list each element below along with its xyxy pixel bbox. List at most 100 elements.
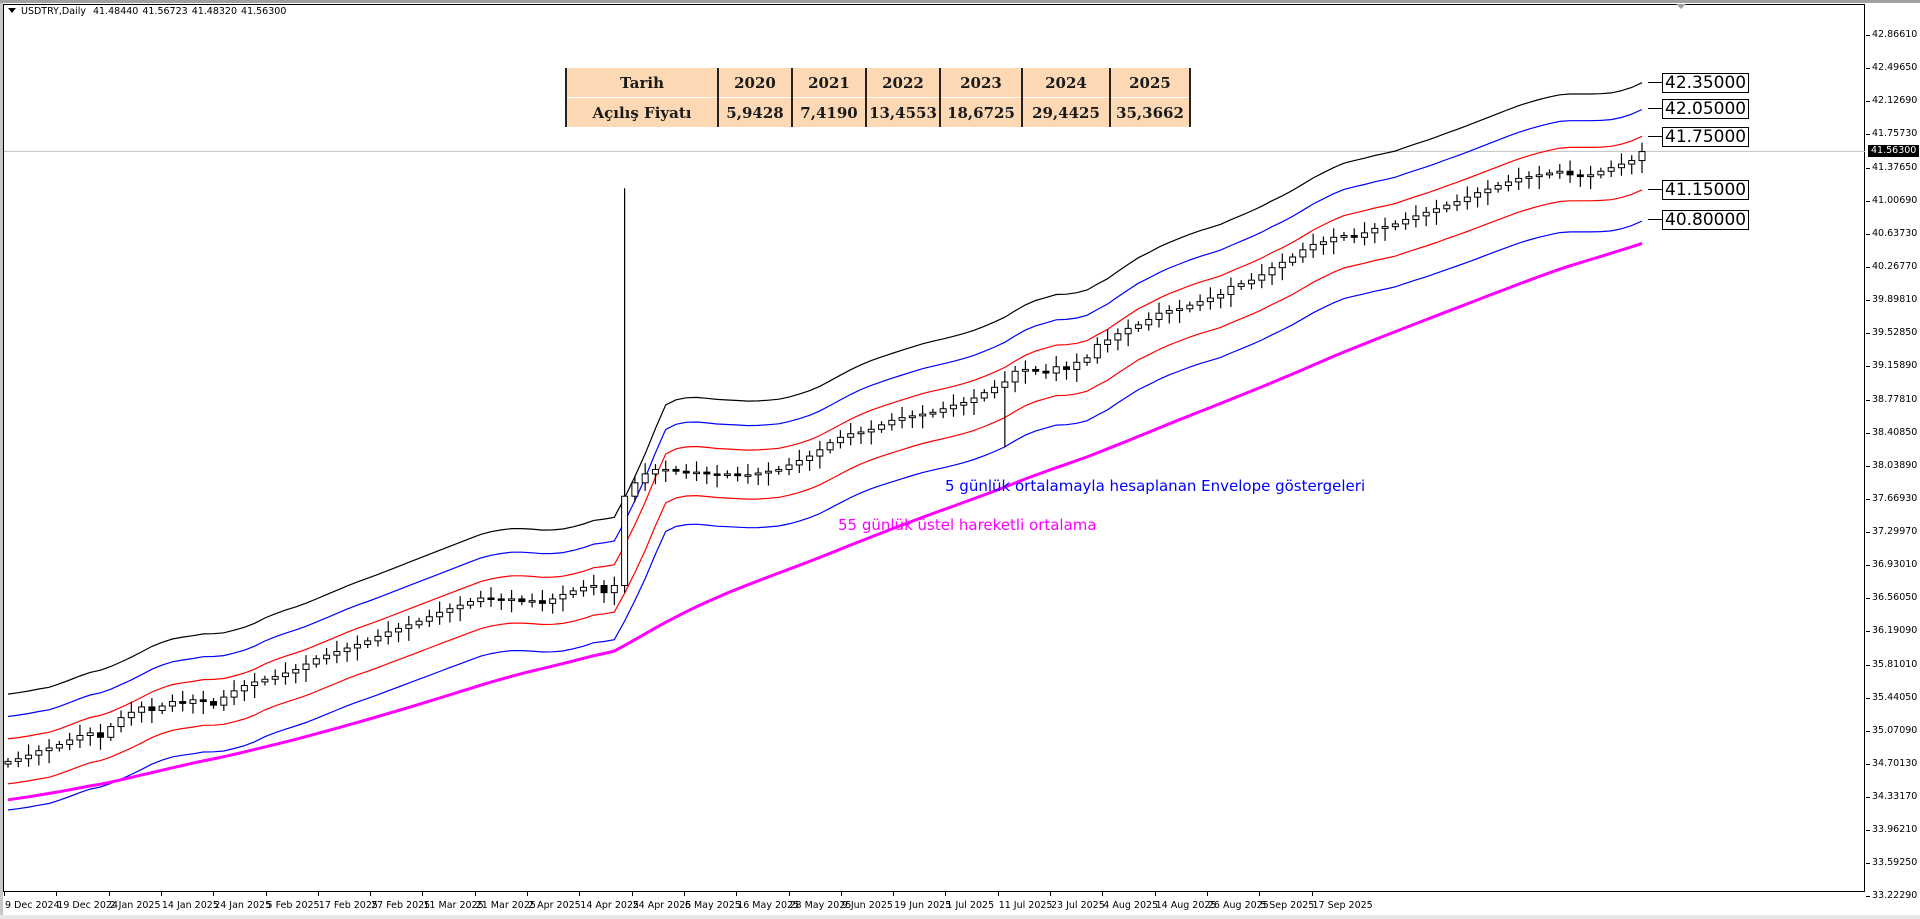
candle bbox=[949, 394, 957, 417]
candle bbox=[1011, 365, 1019, 393]
candle bbox=[734, 466, 742, 482]
x-axis-label: 2 Jan 2025 bbox=[109, 900, 161, 911]
price-label-connector bbox=[1648, 219, 1662, 220]
price-label-upper-mid: 42.05000 bbox=[1662, 99, 1750, 119]
candle bbox=[888, 413, 896, 431]
candle bbox=[1638, 142, 1646, 174]
candle bbox=[168, 694, 176, 712]
candle bbox=[487, 587, 495, 607]
x-tick bbox=[997, 892, 999, 896]
candle bbox=[261, 675, 269, 686]
candle bbox=[1268, 262, 1276, 286]
candle bbox=[559, 585, 567, 612]
y-axis-label: 33.59250 bbox=[1872, 856, 1918, 868]
candle bbox=[836, 430, 844, 449]
table-value: 13,4553 bbox=[865, 97, 940, 127]
candle bbox=[1258, 264, 1266, 289]
x-axis-label: 1 Jul 2025 bbox=[946, 900, 995, 911]
candle bbox=[1504, 174, 1512, 192]
x-tick bbox=[265, 892, 267, 896]
x-tick bbox=[108, 892, 110, 896]
x-axis-label: 21 Mar 2025 bbox=[475, 900, 536, 911]
candle bbox=[374, 629, 382, 647]
candle bbox=[1176, 299, 1184, 324]
x-axis-label: 17 Feb 2025 bbox=[318, 900, 378, 911]
candle bbox=[1412, 205, 1420, 228]
candle bbox=[1289, 253, 1297, 266]
candle bbox=[682, 464, 690, 479]
x-axis-label: 24 Apr 2025 bbox=[632, 900, 692, 911]
y-tick bbox=[1866, 35, 1870, 36]
y-axis-label: 39.15890 bbox=[1872, 359, 1918, 371]
candle bbox=[1597, 167, 1605, 179]
candle bbox=[806, 450, 814, 471]
candle bbox=[590, 574, 598, 596]
y-tick bbox=[1866, 796, 1870, 798]
candle bbox=[898, 406, 906, 429]
y-tick bbox=[1866, 664, 1870, 666]
candle bbox=[456, 596, 464, 622]
table-year: 2025 bbox=[1109, 68, 1191, 98]
candle bbox=[148, 698, 156, 724]
price-label-upper-outer: 42.35000 bbox=[1662, 73, 1750, 93]
y-axis-label: 36.93010 bbox=[1872, 558, 1918, 570]
candle bbox=[1247, 273, 1255, 290]
table-year: 2020 bbox=[717, 68, 792, 98]
x-axis-label: 28 May 2025 bbox=[789, 900, 852, 911]
table-year: 2021 bbox=[791, 68, 866, 98]
y-tick bbox=[1866, 67, 1870, 69]
ohlc-high: 41.56723 bbox=[142, 6, 188, 17]
x-tick bbox=[317, 892, 319, 896]
candle bbox=[1474, 187, 1482, 208]
candle bbox=[549, 593, 557, 614]
candle bbox=[631, 475, 639, 503]
y-axis-label: 41.00690 bbox=[1872, 194, 1918, 206]
plot-area[interactable] bbox=[3, 4, 1865, 892]
envelope-upper-inner bbox=[7, 135, 1643, 740]
x-axis-label: 24 Jan 2025 bbox=[214, 900, 272, 911]
x-tick bbox=[840, 892, 842, 896]
candle bbox=[66, 732, 74, 751]
candle bbox=[878, 421, 886, 433]
candle bbox=[1340, 231, 1348, 241]
candle bbox=[323, 648, 331, 665]
price-label-connector bbox=[1648, 189, 1662, 190]
candle bbox=[4, 757, 12, 768]
x-tick bbox=[736, 892, 738, 896]
ema-annotation: 55 günlük üstel hareketli ortalama bbox=[838, 516, 1097, 534]
x-axis-label: 6 May 2025 bbox=[684, 900, 741, 911]
candle bbox=[1443, 201, 1451, 213]
candle bbox=[579, 580, 587, 597]
candle bbox=[1402, 212, 1410, 230]
y-axis-label: 42.86610 bbox=[1872, 29, 1918, 40]
y-axis-label: 37.29970 bbox=[1872, 525, 1918, 537]
candle bbox=[127, 701, 135, 726]
candle bbox=[538, 589, 546, 612]
candle bbox=[785, 457, 793, 476]
x-tick bbox=[1259, 892, 1261, 896]
candle bbox=[795, 449, 803, 474]
candle bbox=[1299, 242, 1307, 263]
candle bbox=[1432, 199, 1440, 225]
window-top-border bbox=[0, 0, 1920, 3]
candle bbox=[970, 389, 978, 415]
y-axis-label: 38.03890 bbox=[1872, 459, 1918, 471]
x-axis-label: 17 Sep 2025 bbox=[1312, 900, 1373, 911]
price-label-lower-inner: 41.15000 bbox=[1662, 180, 1750, 200]
candle bbox=[55, 740, 63, 752]
candle bbox=[1422, 206, 1430, 227]
candle bbox=[1124, 319, 1132, 347]
y-axis-label: 39.89810 bbox=[1872, 293, 1918, 305]
candle bbox=[1463, 186, 1471, 210]
chart-shift-marker-icon[interactable] bbox=[1676, 4, 1686, 9]
y-tick bbox=[1866, 299, 1870, 301]
y-tick bbox=[1866, 697, 1870, 699]
candle bbox=[713, 464, 721, 488]
envelope-upper-outer bbox=[7, 82, 1643, 695]
candle bbox=[1021, 360, 1029, 384]
x-axis-label: 4 Aug 2025 bbox=[1103, 900, 1159, 911]
candle bbox=[508, 589, 516, 613]
candle bbox=[210, 698, 218, 709]
dropdown-triangle-icon[interactable] bbox=[8, 8, 16, 13]
